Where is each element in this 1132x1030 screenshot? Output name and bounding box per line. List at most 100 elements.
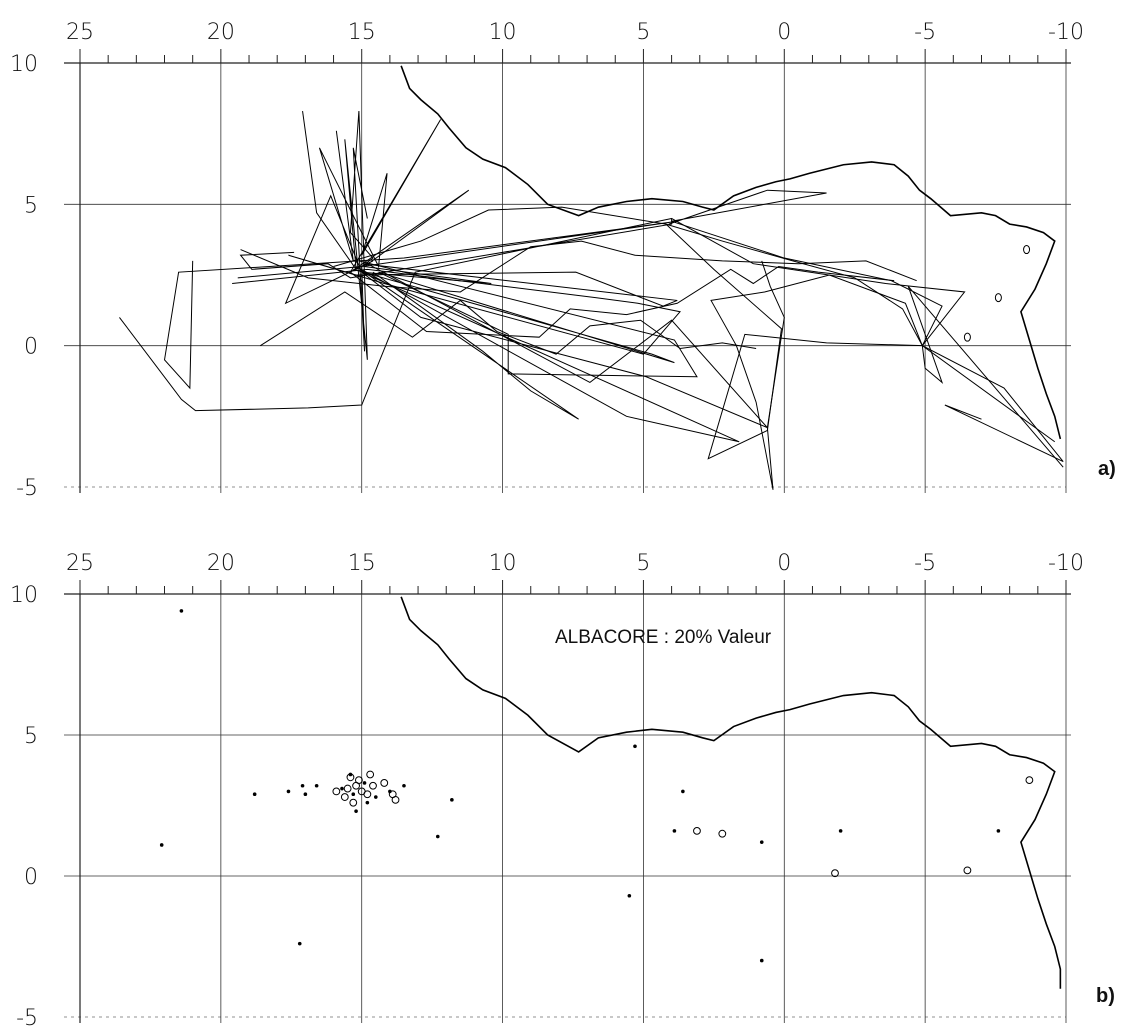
vessel-track [355,263,768,443]
island-marker [1023,245,1031,255]
catch-point-circle [1025,776,1034,785]
x-tick-label: 25 [66,20,94,45]
x-tick-label: 15 [348,551,376,576]
catch-point-small [365,800,370,805]
catch-point-circle [349,798,358,807]
catch-point-small [351,792,356,797]
panel-a: 25 20 15 10 5 0 -5 -10 10 5 0 -5 a) [10,20,1116,501]
catch-point-small [300,783,305,788]
panel-a-coastline [400,65,1062,440]
catch-point-small [435,834,440,839]
catch-point-small [354,809,358,813]
x-tick-label: 15 [348,20,376,45]
catch-point-small [340,786,344,791]
catch-point-circle [340,793,349,801]
x-tick-label: -10 [1048,551,1084,576]
x-tick-label: 0 [777,20,791,45]
catch-point-circle [380,779,389,787]
catch-point-circle [332,787,341,796]
catch-point-circle [354,776,363,785]
x-tick-label: -5 [914,20,936,45]
vessel-track [333,206,923,346]
vessel-track [710,260,923,490]
vessel-track [350,265,895,338]
vessel-track [668,189,1064,468]
y-tick-label: 0 [24,335,38,360]
panel-a-tracks [119,110,1064,490]
x-tick-label: -5 [914,551,936,576]
y-tick-label: 0 [24,865,38,890]
vessel-track [240,240,917,293]
catch-point-small [374,795,378,799]
vessel-track [260,291,757,355]
catch-point-small [633,744,637,749]
vessel-track [665,223,1064,463]
catch-point-small [681,789,685,794]
panel-a-frame [64,62,1071,493]
y-tick-label: -5 [16,476,38,501]
catch-point-small [402,783,406,788]
catch-point-small [627,893,632,898]
catch-point-circle [693,826,701,835]
catch-point-small [303,792,308,797]
x-tick-label: 10 [489,551,517,576]
y-tick-label: 10 [10,583,38,608]
catch-point-small [297,941,302,946]
panel-b-frame [64,593,1071,1023]
panel-b-tick-labels: 25 20 15 10 5 0 -5 -10 10 5 0 -5 [10,551,1084,1030]
catch-point-small [838,829,843,833]
panel-b-annotation: ALBACORE : 20% Valeur [555,627,772,648]
coastline [400,65,1062,440]
catch-point-circle [369,781,377,790]
catch-point-small [450,798,454,802]
catch-point-circle [831,869,839,878]
panel-a-tick-labels: 25 20 15 10 5 0 -5 -10 10 5 0 -5 [10,20,1084,501]
panel-b-grid [64,594,1071,1023]
x-tick-label: 20 [207,20,235,45]
x-tick-label: -10 [1048,20,1084,45]
catch-point-circle [391,795,400,804]
catch-point-small [388,789,392,794]
panel-b-ticks [79,580,1067,594]
panel-b-coastline [400,596,1062,989]
catch-point-small [286,789,291,794]
x-tick-label: 5 [636,20,650,45]
x-tick-label: 0 [777,551,791,576]
y-tick-label: -5 [16,1006,38,1030]
panel-b-points [159,609,1034,963]
x-tick-label: 10 [489,20,517,45]
y-tick-label: 10 [10,52,38,77]
catch-point-circle [366,770,375,779]
catch-point-circle [346,773,355,782]
catch-point-circle [963,866,972,875]
catch-point-small [314,783,319,788]
x-tick-label: 25 [66,551,94,576]
panel-b-label: b) [1096,985,1115,1007]
catch-point-small [159,843,164,847]
catch-point-small [996,829,1001,833]
catch-point-circle [363,790,372,799]
panel-b: 25 20 15 10 5 0 -5 -10 10 5 0 -5 ALBACORE : 20% Val… [10,551,1115,1030]
catch-point-small [179,609,184,613]
panel-a-label: a) [1098,458,1116,480]
island-marker [963,332,971,342]
vessel-track [302,110,374,360]
vessel-track [163,220,678,390]
vessel-track [671,218,1056,443]
catch-point-small [252,792,257,797]
island-marker [994,293,1002,303]
x-tick-label: 5 [636,551,650,576]
catch-point-small [759,840,764,844]
catch-point-circle [718,829,727,838]
x-tick-label: 20 [207,551,235,576]
catch-point-small [672,829,677,833]
panel-a-ticks [79,49,1067,63]
vessel-track [353,260,698,378]
panel-a-grid [64,63,1071,493]
y-tick-label: 5 [24,193,38,218]
catch-point-circle [343,784,352,793]
coastline [400,596,1062,989]
catch-point-small [362,781,367,785]
y-tick-label: 5 [24,724,38,749]
